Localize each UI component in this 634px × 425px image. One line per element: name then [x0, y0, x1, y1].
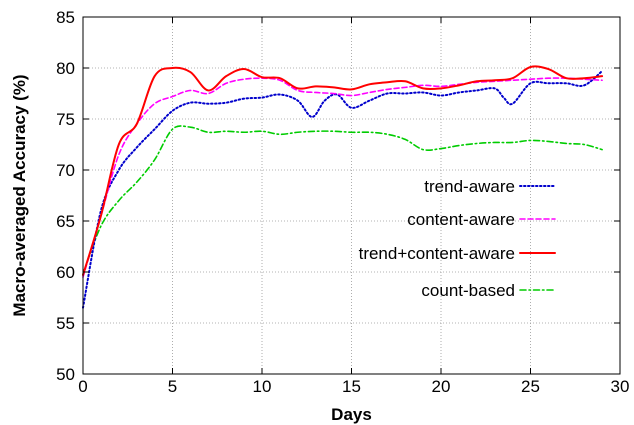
series-line-trend-content-aware [82, 65, 604, 277]
legend: trend-aware content-aware trend+content-aw… [359, 177, 556, 300]
legend-label: count-based [421, 281, 515, 300]
x-tick-label: 0 [78, 377, 87, 396]
x-tick-label: 20 [432, 377, 451, 396]
x-tick-label: 5 [168, 377, 177, 396]
x-axis-label: Days [331, 405, 372, 424]
grid [83, 17, 620, 374]
y-tick-label: 70 [56, 161, 75, 180]
series-line-content-aware [82, 77, 603, 278]
legend-label: trend-aware [424, 177, 515, 196]
legend-label: trend+content-aware [359, 244, 515, 263]
axis-ticks: 0 5 10 15 20 25 30 50 55 60 65 70 75 80 85 [56, 8, 629, 396]
y-tick-label: 60 [56, 263, 75, 282]
y-tick-label: 65 [56, 212, 75, 231]
series-line-trend-aware [82, 70, 604, 309]
y-tick-label: 50 [56, 365, 75, 384]
y-tick-label: 75 [56, 110, 75, 129]
y-tick-label: 55 [56, 314, 75, 333]
x-tick-label: 25 [521, 377, 540, 396]
y-tick-label: 80 [56, 59, 75, 78]
x-tick-label: 30 [611, 377, 630, 396]
x-tick-label: 10 [253, 377, 272, 396]
plot-series [82, 65, 604, 309]
y-axis-label: Macro-averaged Accuracy (%) [10, 74, 29, 316]
series-line-count-based [82, 125, 603, 275]
x-tick-label: 15 [342, 377, 361, 396]
y-tick-label: 85 [56, 8, 75, 27]
legend-label: content-aware [407, 210, 515, 229]
